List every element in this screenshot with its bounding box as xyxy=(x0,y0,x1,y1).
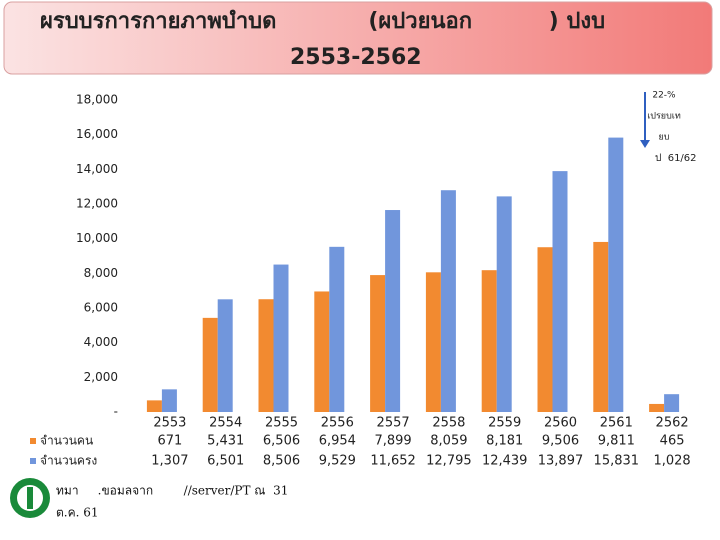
bar xyxy=(425,272,441,412)
table-value: 6,954 xyxy=(319,434,356,449)
y-tick-label: 8,000 xyxy=(84,266,118,280)
table-value: 8,181 xyxy=(486,434,523,449)
legend-label: จำนวนครง xyxy=(40,454,97,468)
y-tick-label: 4,000 xyxy=(84,335,118,349)
table-value: 1,307 xyxy=(151,454,188,469)
table-value: 5,431 xyxy=(207,434,244,449)
bar xyxy=(496,196,512,412)
bar xyxy=(649,403,665,412)
x-tick-label: 2555 xyxy=(265,416,298,431)
table-value: 671 xyxy=(157,434,182,449)
chart-title: ผรบบรการกายภาพบำบด (ผปวยนอก ) ปงบ xyxy=(40,9,605,34)
x-tick-label: 2557 xyxy=(377,416,410,431)
footer: ต.ค. 61 xyxy=(56,506,99,520)
annotation: 22-% xyxy=(652,91,676,101)
bar xyxy=(537,247,553,412)
bar xyxy=(202,317,218,412)
footer: ทมา .ขอมลจาก //server/PT ณ 31 xyxy=(56,484,288,498)
x-tick-label: 2553 xyxy=(153,416,186,431)
x-tick-label: 2562 xyxy=(656,416,689,431)
annotation-arrow-head xyxy=(640,140,650,148)
bar xyxy=(370,275,386,412)
y-tick-label: 16,000 xyxy=(76,127,118,141)
table-value: 7,899 xyxy=(374,434,411,449)
table-value: 6,501 xyxy=(207,454,244,469)
table-value: 12,439 xyxy=(482,454,528,469)
bar xyxy=(146,400,162,412)
bar xyxy=(258,299,274,412)
y-tick-label: 18,000 xyxy=(76,93,118,107)
table-value: 11,652 xyxy=(370,454,416,469)
table-value: 13,897 xyxy=(538,454,584,469)
legend-swatch xyxy=(30,458,36,464)
chart-title: 2553-2562 xyxy=(290,45,422,70)
x-tick-label: 2560 xyxy=(544,416,577,431)
table-value: 465 xyxy=(660,434,685,449)
table-value: 9,506 xyxy=(542,434,579,449)
bar xyxy=(664,394,680,412)
y-tick-label: 2,000 xyxy=(84,370,118,384)
x-tick-label: 2559 xyxy=(488,416,521,431)
table-value: 9,811 xyxy=(598,434,635,449)
table-value: 8,506 xyxy=(263,454,300,469)
table-value: 8,059 xyxy=(430,434,467,449)
bar xyxy=(329,246,345,412)
bar xyxy=(608,137,624,412)
table-value: 9,529 xyxy=(319,454,356,469)
legend-swatch xyxy=(30,438,36,444)
bar xyxy=(314,291,330,412)
logo xyxy=(10,478,50,518)
y-tick-label: 12,000 xyxy=(76,197,118,211)
y-tick-label: 10,000 xyxy=(76,231,118,245)
bar xyxy=(593,241,609,412)
table-value: 6,506 xyxy=(263,434,300,449)
table-value: 1,028 xyxy=(653,454,690,469)
y-tick-label: 14,000 xyxy=(76,162,118,176)
bar xyxy=(440,190,456,412)
x-tick-label: 2556 xyxy=(321,416,354,431)
bar xyxy=(273,264,289,412)
table-value: 12,795 xyxy=(426,454,472,469)
y-tick-label: - xyxy=(114,405,118,419)
x-tick-label: 2558 xyxy=(432,416,465,431)
x-tick-label: 2554 xyxy=(209,416,242,431)
legend-label: จำนวนคน xyxy=(40,434,93,448)
bar xyxy=(481,270,497,412)
table-value: 15,831 xyxy=(594,454,640,469)
bar xyxy=(161,389,177,412)
annotation: ยบ xyxy=(659,133,670,143)
annotation: เปรยบเท xyxy=(647,112,681,122)
bar xyxy=(552,171,568,412)
x-tick-label: 2561 xyxy=(600,416,633,431)
annotation: ป 61/62 xyxy=(655,153,697,164)
bar xyxy=(217,299,233,412)
y-tick-label: 6,000 xyxy=(84,301,118,315)
title-box xyxy=(3,1,713,75)
bar xyxy=(385,210,401,412)
